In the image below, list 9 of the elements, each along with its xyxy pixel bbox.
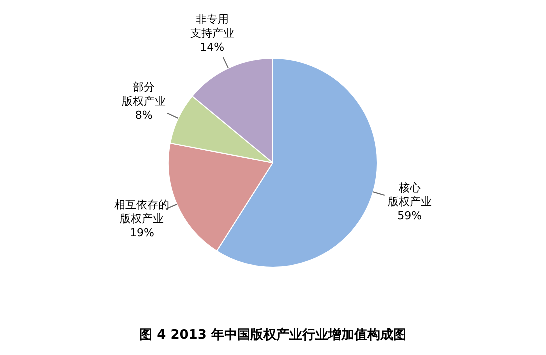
slice-label: 非专用支持产业 <box>190 12 234 40</box>
data-label: 19% <box>130 226 154 240</box>
data-label: 14% <box>200 40 225 54</box>
data-label: 8% <box>135 109 153 122</box>
data-label: 59% <box>398 210 422 223</box>
text: 图 4 2013 年中国版权产业行业增加值构成图 <box>138 326 408 344</box>
slice-label: 相互依存的版权产业 <box>114 198 170 226</box>
slice-label: 核心版权产业 <box>388 182 432 209</box>
slice-label: 部分版权产业 <box>122 81 166 108</box>
